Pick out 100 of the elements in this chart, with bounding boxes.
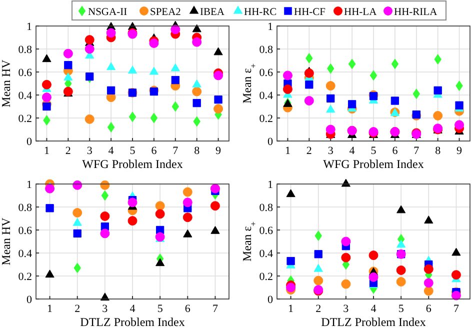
- y-tick-label: 0.2: [18, 113, 32, 125]
- point: [192, 86, 202, 96]
- point: [182, 212, 192, 222]
- legend-label: IBEA: [200, 7, 225, 18]
- point: [326, 124, 336, 134]
- point: [282, 70, 292, 80]
- point: [128, 198, 138, 208]
- point: [286, 256, 295, 266]
- x-tick-label: 2: [65, 145, 71, 157]
- y-tick-label: 0.4: [259, 90, 274, 102]
- point: [128, 112, 136, 122]
- x-tick-label: 6: [426, 303, 432, 315]
- x-tick-label: 5: [130, 145, 136, 157]
- point: [42, 54, 52, 62]
- point: [424, 286, 434, 296]
- x-axis-title: DTLZ Problem Index: [80, 315, 185, 329]
- x-tick-label: 5: [370, 145, 377, 157]
- x-tick-label: 1: [44, 145, 50, 157]
- point: [192, 37, 202, 47]
- point: [192, 24, 202, 32]
- point: [452, 248, 461, 256]
- point: [150, 112, 158, 124]
- x-tick-label: 6: [184, 303, 191, 315]
- x-axis-title: DTLZ Problem Index: [321, 315, 426, 329]
- point: [182, 187, 192, 197]
- point: [42, 92, 52, 102]
- point: [214, 96, 222, 104]
- point: [368, 250, 378, 260]
- x-tick-label: 7: [212, 303, 218, 315]
- y-tick-label: 1: [26, 179, 32, 191]
- point: [424, 264, 434, 274]
- point: [73, 229, 82, 238]
- point: [192, 98, 201, 108]
- y-tick-label: 0.4: [18, 248, 32, 260]
- point: [368, 272, 378, 282]
- y-tick-label: 0: [26, 136, 32, 148]
- point: [424, 278, 434, 288]
- point: [396, 277, 406, 286]
- legend-label: SPEA2: [150, 7, 181, 18]
- x-tick-label: 1: [288, 303, 294, 315]
- x-tick-label: 6: [151, 145, 158, 157]
- x-tick-label: 4: [370, 303, 377, 315]
- point: [326, 63, 334, 74]
- y-tick-label: 0.2: [18, 271, 32, 283]
- point: [390, 96, 400, 105]
- point: [170, 24, 180, 34]
- point: [155, 201, 165, 211]
- point: [391, 58, 399, 70]
- y-tick-label: 0.8: [18, 44, 32, 56]
- point: [155, 209, 165, 219]
- point: [341, 236, 351, 246]
- point: [42, 102, 51, 111]
- y-tick-label: 1: [26, 21, 32, 33]
- y-axis-title: Mean HV: [0, 217, 13, 266]
- point: [72, 218, 82, 226]
- point: [64, 72, 73, 80]
- y-tick-label: 0: [268, 136, 274, 148]
- point: [454, 120, 464, 130]
- y-axis-title: Mean HV: [0, 59, 13, 108]
- point: [306, 53, 313, 64]
- point: [172, 101, 180, 112]
- x-tick-label: 8: [194, 145, 200, 157]
- x-tick-label: 9: [216, 145, 222, 157]
- x-tick-label: 3: [328, 145, 334, 157]
- point: [286, 282, 296, 292]
- y-tick-label: 0.8: [259, 202, 274, 214]
- point: [210, 201, 220, 211]
- y-tick-label: 0.2: [259, 113, 273, 125]
- point: [64, 61, 72, 70]
- point: [45, 184, 55, 194]
- point: [128, 66, 138, 74]
- x-tick-label: 4: [349, 145, 356, 157]
- point: [341, 279, 351, 289]
- point: [314, 276, 324, 286]
- point: [455, 101, 464, 110]
- y-tick-label: 0.6: [259, 67, 274, 79]
- point: [182, 198, 192, 208]
- y-tick-label: 0.6: [18, 67, 32, 79]
- x-tick-label: 2: [74, 303, 80, 315]
- x-tick-label: 4: [108, 145, 114, 157]
- point: [434, 86, 442, 94]
- point: [304, 68, 314, 78]
- x-tick-label: 9: [456, 145, 463, 157]
- y-tick-label: 0.4: [259, 248, 274, 260]
- point: [192, 79, 202, 88]
- point: [433, 110, 443, 120]
- y-tick-label: 0.8: [259, 44, 274, 56]
- legend-label: HH-CF: [294, 7, 326, 18]
- point: [214, 47, 223, 56]
- x-tick-label: 7: [414, 145, 420, 157]
- y-tick-label: 1: [268, 21, 273, 33]
- point: [396, 266, 406, 275]
- y-tick-label: 0.6: [259, 225, 274, 237]
- point: [282, 84, 292, 94]
- x-tick-label: 5: [398, 303, 404, 315]
- point: [348, 58, 356, 70]
- point: [43, 115, 50, 126]
- point: [128, 216, 138, 226]
- legend-label: HH-LA: [344, 7, 378, 18]
- x-tick-label: 2: [306, 145, 312, 157]
